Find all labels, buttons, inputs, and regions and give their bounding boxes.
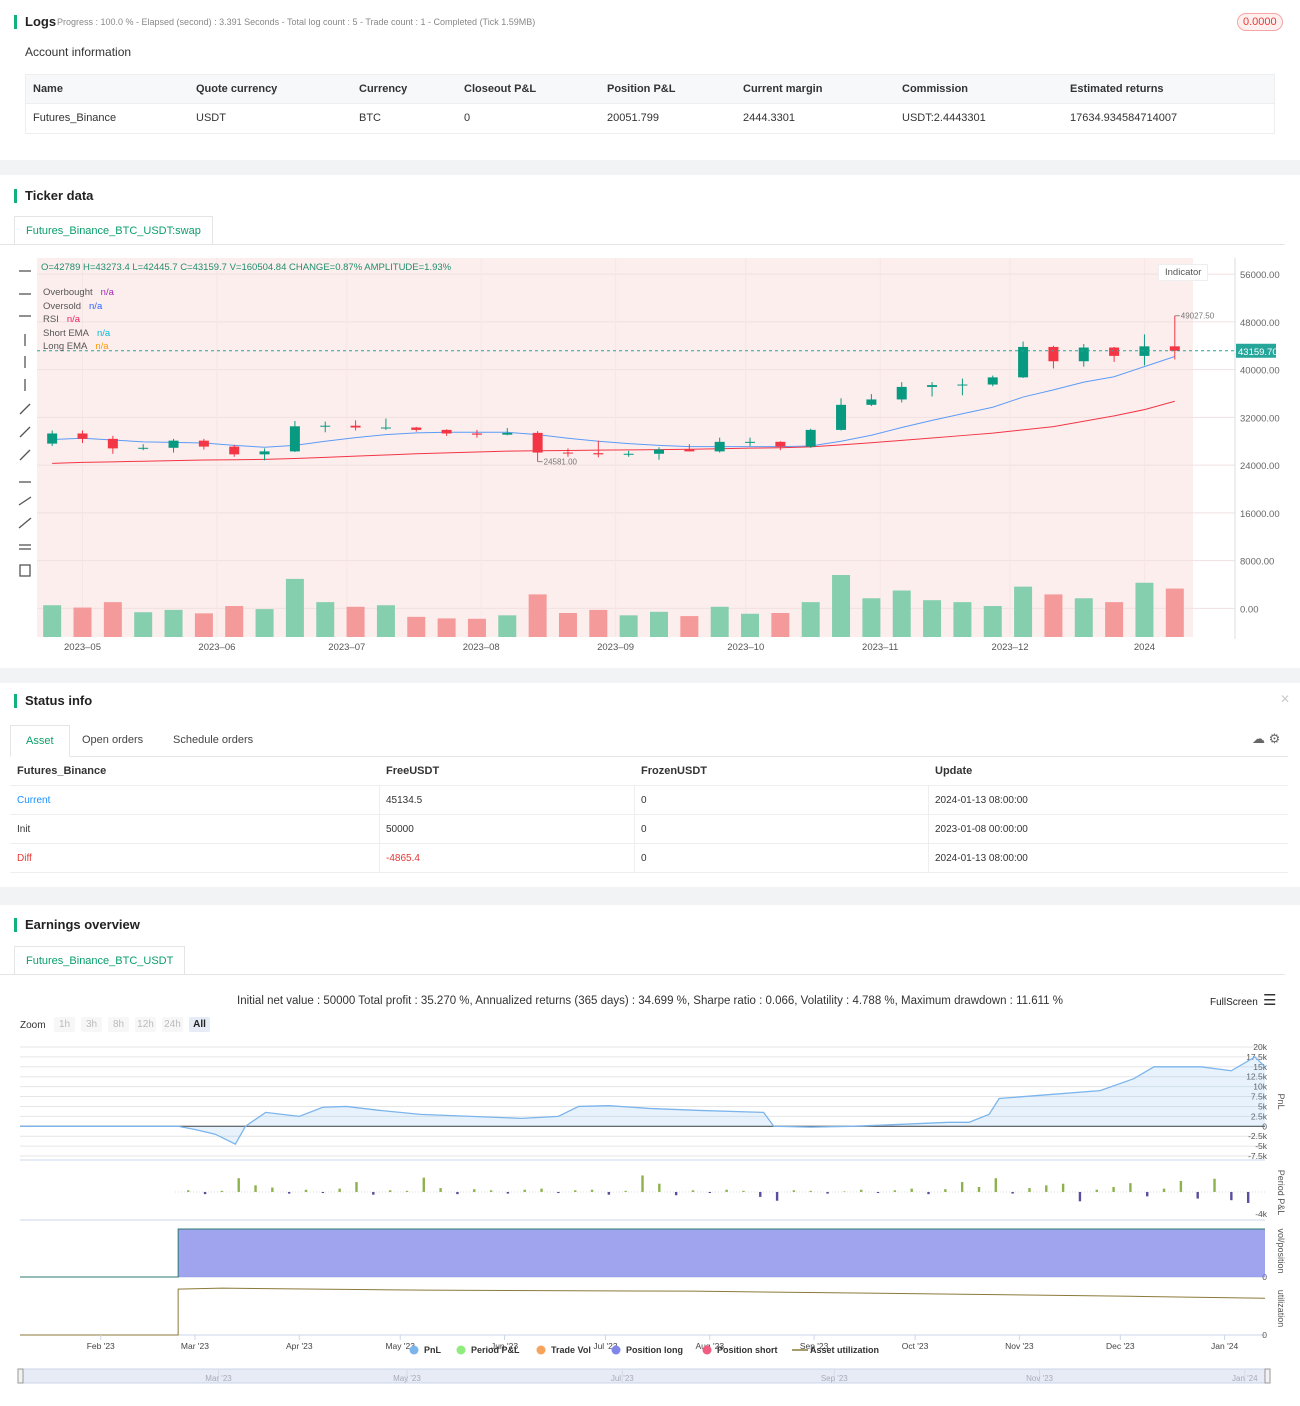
table-cell: 0 <box>641 853 647 864</box>
table-cell: Init <box>17 824 31 835</box>
table-cell: Diff <box>17 853 32 864</box>
column-header: Update <box>935 765 973 777</box>
zoom-label: Zoom <box>20 1020 46 1031</box>
progress: Progress : 100.0 % - Elapsed (second) : … <box>57 17 536 27</box>
col-rule <box>928 785 929 814</box>
table-cell: Futures_Binance <box>33 112 117 124</box>
zoom-button[interactable]: 8h <box>108 1017 129 1032</box>
col-rule <box>634 843 635 872</box>
column-header: Currency <box>359 83 408 95</box>
tab[interactable]: Asset <box>10 725 70 757</box>
column-header: Estimated returns <box>1070 83 1164 95</box>
row-rule <box>10 814 1288 844</box>
status-section: Status info ✕ Asset Open orders Schedule o… <box>0 683 1300 887</box>
badge: 0.0000 <box>1237 13 1283 31</box>
column-header: Position P&L <box>607 83 676 95</box>
table-cell: USDT:2.4443301 <box>902 112 986 124</box>
earnings-title: Earnings overview <box>14 918 140 932</box>
table-cell: -4865.4 <box>386 853 420 864</box>
status-table: Futures_Binance FreeUSDT FrozenUSDT Update C… <box>10 757 1288 873</box>
zoom-button[interactable]: 3h <box>81 1017 102 1032</box>
table-cell: 17634.934584714007 <box>1070 112 1178 124</box>
table-cell: 2024-01-13 08:00:00 <box>935 853 1028 864</box>
tab-rule <box>0 974 1285 975</box>
table-cell: 50000 <box>386 824 414 835</box>
table-cell: 0 <box>464 112 471 124</box>
table-cell: 20051.799 <box>607 112 659 124</box>
table-cell: 2024-01-13 08:00:00 <box>935 795 1028 806</box>
table-cell: USDT <box>196 112 226 124</box>
fullscreen[interactable]: FullScreen <box>1210 997 1258 1008</box>
tab[interactable]: Open orders <box>82 734 144 746</box>
zoom-button[interactable]: 12h <box>135 1017 156 1032</box>
zoom-button[interactable]: All <box>189 1017 210 1032</box>
col-rule <box>928 843 929 872</box>
earnings-section: Earnings overview Futures_Binance_BTC_US… <box>0 905 1300 1406</box>
ticker-title: Ticker data <box>14 189 93 203</box>
column-header: Commission <box>902 83 969 95</box>
col-rule <box>928 814 929 843</box>
close-icon[interactable]: ✕ <box>1280 692 1291 706</box>
table-cell: 45134.5 <box>386 795 423 806</box>
tab-rule <box>0 244 1285 245</box>
account-title: Account information <box>25 45 132 59</box>
logs-title: Logs <box>14 15 56 29</box>
column-header: Name <box>33 83 63 95</box>
column-header: Futures_Binance <box>17 765 107 777</box>
column-header: Current margin <box>743 83 823 95</box>
table-header-bg <box>10 757 1288 786</box>
col-rule <box>379 843 380 872</box>
row-rule <box>10 843 1288 873</box>
col-rule <box>634 785 635 814</box>
table-cell: 2023-01-08 00:00:00 <box>935 824 1028 835</box>
status-tabs: Asset Open orders Schedule orders <box>10 725 1288 757</box>
summary: Initial net value : 50000 Total profit :… <box>237 995 1063 1007</box>
col-rule <box>379 814 380 843</box>
earnings-tab[interactable]: Futures_Binance_BTC_USDT <box>14 946 186 975</box>
status-title: Status info <box>14 694 92 708</box>
table-header-bg <box>26 75 1274 104</box>
zoom-button[interactable]: 1h <box>54 1017 75 1032</box>
ticker-tab[interactable]: Futures_Binance_BTC_USDT:swap <box>14 216 213 245</box>
zoom-button[interactable]: 24h <box>162 1017 183 1032</box>
row-rule <box>10 785 1288 815</box>
account-table: Name Quote currency Currency Closeout P&L Po… <box>25 74 1275 134</box>
column-header: FreeUSDT <box>386 765 440 777</box>
ticker-section: Ticker data Futures_Binance_BTC_USDT:swa… <box>0 175 1300 668</box>
menu-icon[interactable]: ☰ <box>1263 992 1277 1009</box>
column-header: FrozenUSDT <box>641 765 707 777</box>
tool-icons[interactable]: ☁ ⚙ <box>1252 731 1281 746</box>
table-cell: BTC <box>359 112 381 124</box>
logs-section: Logs Progress : 100.0 % - Elapsed (secon… <box>0 0 1300 160</box>
table-cell: 2444.3301 <box>743 112 795 124</box>
column-header: Quote currency <box>196 83 278 95</box>
col-rule <box>634 814 635 843</box>
tab[interactable]: Schedule orders <box>173 734 254 746</box>
table-cell: 0 <box>641 824 647 835</box>
col-rule <box>379 785 380 814</box>
table-cell: 0 <box>641 795 647 806</box>
table-cell: Current <box>17 795 51 806</box>
column-header: Closeout P&L <box>464 83 537 95</box>
